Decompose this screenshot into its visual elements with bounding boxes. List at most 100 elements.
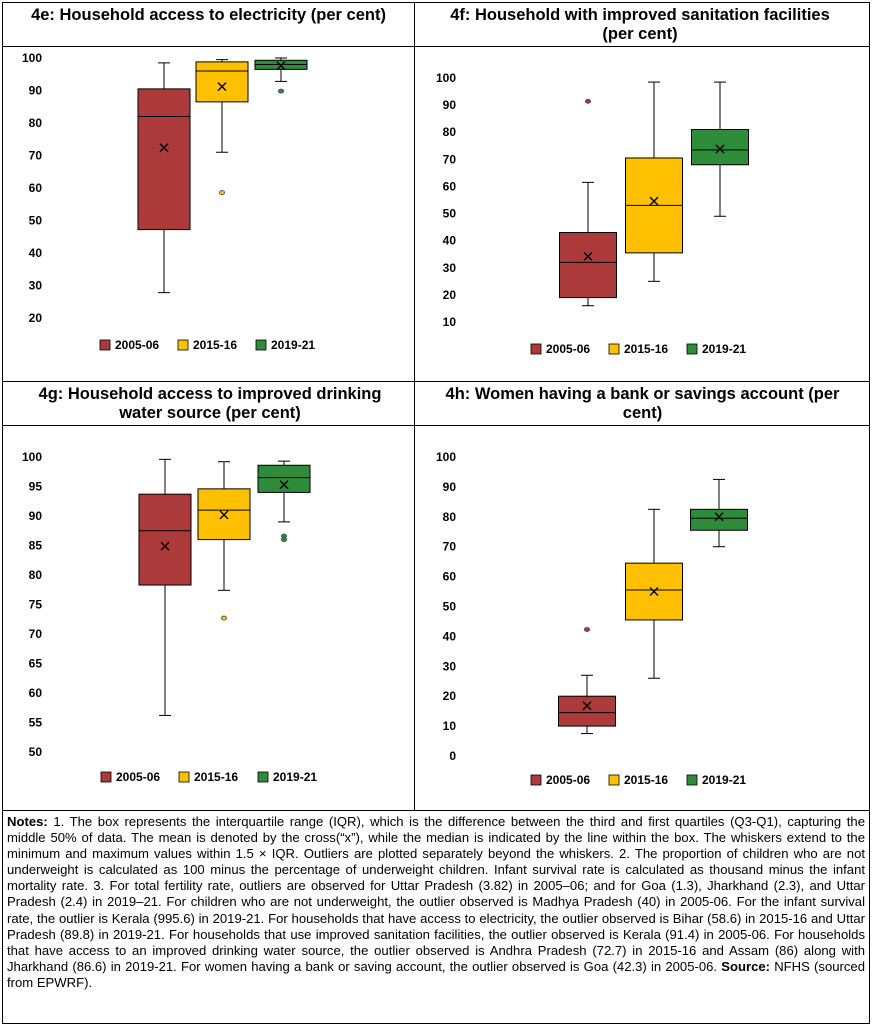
y-tick-label-4f: 10 (443, 315, 457, 329)
source-text: NFHS (sourced from EPWRF). (7, 958, 865, 990)
y-tick-label-4e: 60 (29, 181, 43, 195)
legend-label-4g-2019-21: 2019-21 (273, 770, 317, 784)
legend-swatch-4e-2005-06 (99, 339, 111, 351)
y-tick-label-4f: 60 (443, 179, 457, 193)
divider-title-4g4h (2, 425, 870, 426)
source-label: Source: (721, 958, 771, 974)
outlier-point-4h-2005-06 (584, 627, 591, 632)
y-tick-label-4f: 100 (436, 71, 456, 85)
y-tick-label-4g: 60 (29, 686, 43, 700)
y-tick-label-4f: 40 (443, 234, 457, 248)
divider-title-4e4f (2, 46, 870, 47)
y-tick-label-4e: 90 (29, 84, 43, 98)
legend-swatch-4e-2019-21 (255, 339, 267, 351)
y-tick-label-4g: 55 (29, 716, 43, 730)
legend-label-4h-2019-21: 2019-21 (702, 773, 746, 787)
y-tick-label-4f: 50 (443, 207, 457, 221)
y-tick-label-4g: 65 (29, 657, 43, 671)
legend-label-4f-2019-21: 2019-21 (702, 342, 746, 356)
box-4f-2005-06 (559, 232, 617, 299)
legend-swatch-4g-2005-06 (100, 771, 112, 783)
legend-swatch-4e-2015-16 (177, 339, 189, 351)
legend-label-4f-2005-06: 2005-06 (546, 342, 590, 356)
legend-label-4h-2015-16: 2015-16 (624, 773, 668, 787)
mean-marker-4h-2015-16 (649, 587, 659, 597)
legend-swatch-4f-2019-21 (686, 343, 698, 355)
box-4f-2019-21 (691, 129, 749, 166)
legend-swatch-4g-2019-21 (257, 771, 269, 783)
y-tick-label-4g: 90 (29, 509, 43, 523)
y-tick-label-4f: 80 (443, 125, 457, 139)
box-4e-2015-16 (195, 61, 249, 103)
box-4g-2019-21 (257, 464, 311, 493)
legend-swatch-4h-2019-21 (686, 774, 698, 786)
y-tick-label-4e: 50 (29, 214, 43, 228)
outlier-point-4e-2019-21 (277, 88, 284, 94)
box-4h-2005-06 (558, 695, 616, 727)
y-tick-label-4g: 50 (29, 745, 43, 759)
y-tick-label-4h: 70 (443, 540, 457, 554)
y-tick-label-4e: 40 (29, 246, 43, 260)
legend-label-4e-2019-21: 2019-21 (271, 338, 315, 352)
box-4h-2019-21 (690, 508, 748, 531)
y-tick-label-4g: 100 (22, 450, 42, 464)
mean-marker-4g-2015-16 (219, 510, 229, 520)
mean-marker-4e-2015-16 (217, 82, 227, 92)
y-tick-label-4g: 80 (29, 568, 43, 582)
y-tick-label-4h: 50 (443, 600, 457, 614)
y-tick-label-4e: 80 (29, 116, 43, 130)
y-tick-label-4h: 80 (443, 510, 457, 524)
notes-text: 1. The box represents the interquartile … (7, 814, 865, 974)
y-tick-label-4e: 70 (29, 149, 43, 163)
mean-marker-4e-2019-21 (276, 61, 286, 71)
mean-marker-4e-2005-06 (159, 143, 169, 153)
y-tick-label-4g: 85 (29, 539, 43, 553)
legend-swatch-4g-2015-16 (178, 771, 190, 783)
y-tick-label-4h: 20 (443, 689, 457, 703)
y-tick-label-4f: 20 (443, 288, 457, 302)
mean-marker-4f-2015-16 (649, 196, 659, 206)
y-tick-label-4f: 70 (443, 152, 457, 166)
y-tick-label-4g: 95 (29, 480, 43, 494)
y-tick-label-4g: 75 (29, 598, 43, 612)
outlier-point-4g-2015-16 (220, 615, 227, 621)
box-4e-2005-06 (137, 88, 191, 231)
outlier-point-4e-2015-16 (218, 190, 225, 195)
panel-title-4h: 4h: Women having a bank or savings accou… (445, 385, 840, 422)
y-tick-label-4h: 40 (443, 629, 457, 643)
divider-column (414, 2, 415, 810)
legend-label-4e-2015-16: 2015-16 (193, 338, 237, 352)
legend-label-4f-2015-16: 2015-16 (624, 342, 668, 356)
y-tick-label-4e: 20 (29, 311, 43, 325)
y-tick-label-4f: 30 (443, 261, 457, 275)
y-tick-label-4e: 30 (29, 279, 43, 293)
legend-swatch-4f-2015-16 (608, 343, 620, 355)
y-tick-label-4h: 100 (436, 450, 456, 464)
box-4g-2005-06 (138, 493, 192, 586)
y-tick-label-4g: 70 (29, 627, 43, 641)
y-tick-label-4h: 0 (449, 749, 456, 763)
legend-swatch-4h-2015-16 (608, 774, 620, 786)
outlier-point-4g-2019-21 (280, 537, 287, 542)
legend-swatch-4h-2005-06 (530, 774, 542, 786)
y-tick-label-4h: 90 (443, 480, 457, 494)
legend-swatch-4f-2005-06 (530, 343, 542, 355)
y-tick-label-4h: 30 (443, 659, 457, 673)
divider-row (2, 381, 870, 382)
legend-label-4h-2005-06: 2005-06 (546, 773, 590, 787)
panel-title-4g: 4g: Household access to improved drinkin… (38, 385, 382, 422)
legend-label-4g-2005-06: 2005-06 (116, 770, 160, 784)
legend-label-4e-2005-06: 2005-06 (115, 338, 159, 352)
legend-label-4g-2015-16: 2015-16 (194, 770, 238, 784)
notes: Notes: 1. The box represents the interqu… (7, 814, 865, 991)
mean-marker-4g-2005-06 (160, 541, 170, 551)
mean-marker-4f-2005-06 (583, 251, 593, 261)
y-tick-label-4e: 100 (22, 51, 42, 65)
y-tick-label-4h: 10 (443, 719, 457, 733)
mean-marker-4g-2019-21 (279, 480, 289, 490)
y-tick-label-4h: 60 (443, 570, 457, 584)
notes-label: Notes: (7, 814, 48, 829)
y-tick-label-4f: 90 (443, 98, 457, 112)
